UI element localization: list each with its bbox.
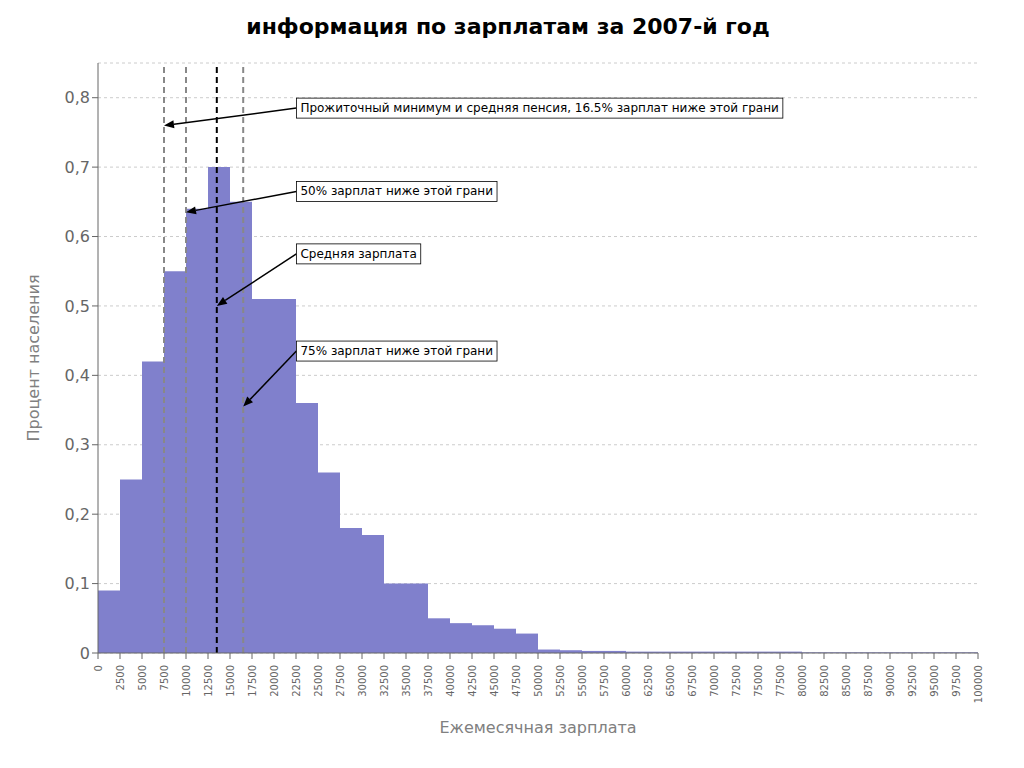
svg-text:Процент населения: Процент населения [24,274,43,441]
svg-text:Ежемесячная зарплата: Ежемесячная зарплата [439,718,636,737]
svg-text:67500: 67500 [687,665,698,697]
svg-text:22500: 22500 [291,665,302,697]
svg-text:95000: 95000 [929,665,940,697]
svg-text:52500: 52500 [555,665,566,697]
svg-text:75% зарплат ниже этой грани: 75% зарплат ниже этой грани [300,344,493,358]
svg-text:0,6: 0,6 [65,227,90,246]
svg-text:37500: 37500 [423,665,434,697]
svg-text:80000: 80000 [797,665,808,697]
svg-text:0,2: 0,2 [65,505,90,524]
svg-text:10000: 10000 [181,665,192,697]
svg-text:7500: 7500 [159,665,170,690]
svg-text:55000: 55000 [577,665,588,697]
svg-text:35000: 35000 [401,665,412,697]
html-text:информация по зарплатам за 200: информация по зарплатам за 2007-й год [246,14,770,39]
svg-text:0,4: 0,4 [65,366,90,385]
svg-text:0: 0 [93,665,104,671]
svg-text:42500: 42500 [467,665,478,697]
svg-text:0,7: 0,7 [65,158,90,177]
svg-text:62500: 62500 [643,665,654,697]
svg-text:20000: 20000 [269,665,280,697]
svg-text:100000: 100000 [973,665,984,703]
svg-text:92500: 92500 [907,665,918,697]
svg-text:57500: 57500 [599,665,610,697]
svg-text:47500: 47500 [511,665,522,697]
svg-text:75000: 75000 [753,665,764,697]
svg-text:17500: 17500 [247,665,258,697]
svg-text:90000: 90000 [885,665,896,697]
svg-text:60000: 60000 [621,665,632,697]
svg-text:45000: 45000 [489,665,500,697]
svg-text:0,5: 0,5 [65,297,90,316]
svg-text:70000: 70000 [709,665,720,697]
svg-text:40000: 40000 [445,665,456,697]
svg-text:27500: 27500 [335,665,346,697]
svg-text:97500: 97500 [951,665,962,697]
svg-text:72500: 72500 [731,665,742,697]
svg-text:0: 0 [80,644,90,663]
svg-text:30000: 30000 [357,665,368,697]
svg-text:85000: 85000 [841,665,852,697]
svg-text:77500: 77500 [775,665,786,697]
svg-text:32500: 32500 [379,665,390,697]
svg-text:2500: 2500 [115,665,126,690]
svg-text:0,8: 0,8 [65,88,90,107]
svg-text:5000: 5000 [137,665,148,690]
svg-text:82500: 82500 [819,665,830,697]
svg-text:87500: 87500 [863,665,874,697]
svg-text:65000: 65000 [665,665,676,697]
svg-text:12500: 12500 [203,665,214,697]
svg-text:50000: 50000 [533,665,544,697]
svg-text:Средняя зарплата: Средняя зарплата [300,247,416,261]
svg-text:50% зарплат ниже этой грани: 50% зарплат ниже этой грани [300,184,493,198]
svg-text:0,1: 0,1 [65,574,90,593]
svg-text:15000: 15000 [225,665,236,697]
svg-text:0,3: 0,3 [65,435,90,454]
svg-text:Прожиточный минимум и средняя: Прожиточный минимум и средняя пенсия, 16… [300,101,778,115]
svg-text:25000: 25000 [313,665,324,697]
